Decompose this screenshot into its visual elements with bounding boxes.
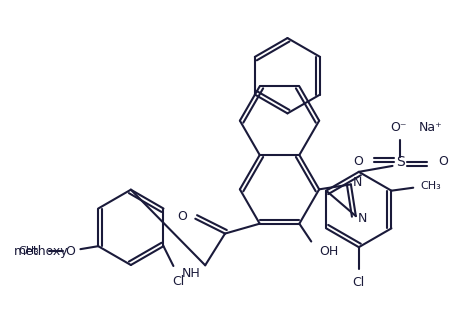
- Text: O: O: [353, 156, 363, 169]
- Text: CH₃: CH₃: [421, 181, 441, 191]
- Text: N: N: [353, 176, 363, 189]
- Text: O: O: [177, 210, 187, 223]
- Text: Cl: Cl: [353, 276, 365, 289]
- Text: S: S: [396, 155, 405, 169]
- Text: N: N: [358, 211, 368, 225]
- Text: NH: NH: [182, 267, 200, 280]
- Text: OH: OH: [319, 245, 339, 258]
- Text: methoxy: methoxy: [14, 245, 68, 258]
- Text: O: O: [438, 156, 448, 169]
- Text: Na⁺: Na⁺: [418, 121, 442, 134]
- Text: Cl: Cl: [172, 275, 184, 288]
- Text: CH₃: CH₃: [19, 246, 39, 256]
- Text: O: O: [66, 245, 76, 258]
- Text: O⁻: O⁻: [390, 121, 407, 134]
